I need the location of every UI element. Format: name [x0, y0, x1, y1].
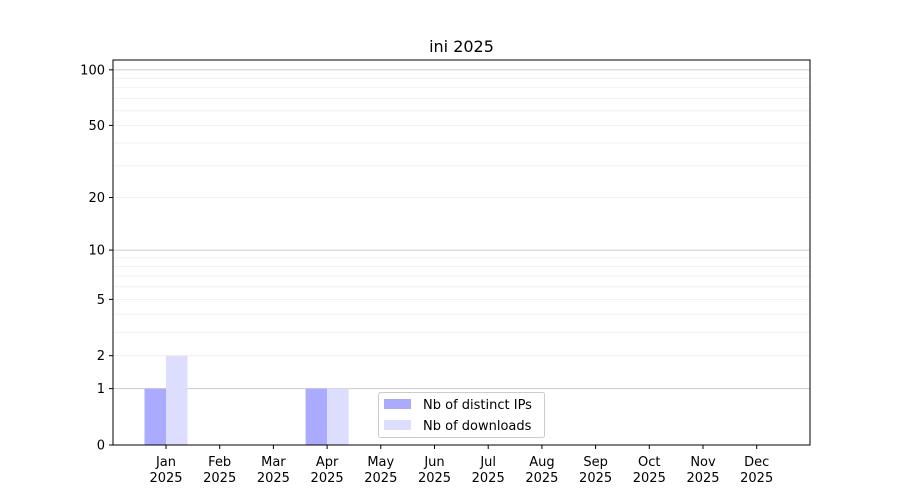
x-tick-label: Aug 2025	[525, 455, 558, 486]
legend-swatch	[384, 399, 411, 409]
legend-label: Nb of downloads	[423, 419, 532, 434]
y-tick-label: 0	[97, 439, 105, 454]
bar-downloads	[327, 388, 349, 445]
x-tick-label-line: 2025	[472, 471, 505, 486]
legend-swatch	[384, 420, 411, 430]
grid	[113, 69, 810, 390]
x-tick-label-line: 2025	[740, 471, 773, 486]
bars	[144, 355, 349, 445]
x-tick-label-line: 2025	[686, 471, 719, 486]
x-tick-label-line: 2025	[149, 471, 182, 486]
x-tick-label: Oct 2025	[633, 455, 666, 486]
x-tick-label-line: 2025	[418, 471, 451, 486]
x-tick-label-line: Jul	[479, 455, 496, 470]
x-tick-label-line: 2025	[633, 471, 666, 486]
x-tick-label: Mar 2025	[257, 455, 290, 486]
x-tick-label-line: Feb	[208, 455, 231, 470]
y-tick-label: 2	[97, 349, 105, 364]
x-tick-label-line: 2025	[579, 471, 612, 486]
y-tick-label: 10	[88, 244, 105, 259]
x-tick-label-line: Sep	[583, 455, 608, 470]
x-tick-label: Feb 2025	[203, 455, 236, 486]
x-tick-label: Nov 2025	[686, 455, 719, 486]
x-tick-label-line: 2025	[311, 471, 344, 486]
x-tick-label-line: 2025	[257, 471, 290, 486]
x-tick-label-line: 2025	[203, 471, 236, 486]
y-tick-label: 1	[97, 382, 105, 397]
x-tick-label-line: Mar	[261, 455, 286, 470]
legend: Nb of distinct IPs Nb of downloads	[378, 392, 545, 438]
x-tick-label: Jul 2025	[472, 455, 505, 486]
x-tick-label: May 2025	[364, 455, 397, 486]
bar-distinct-ips	[144, 388, 166, 445]
y-tick-label: 50	[88, 119, 105, 134]
x-tick-label-line: Oct	[638, 455, 660, 470]
x-tick-label: Jun 2025	[418, 455, 451, 486]
y-tick-label: 5	[97, 293, 105, 308]
x-tick-label: Dec 2025	[740, 455, 773, 486]
x-tick-label: Jan 2025	[149, 455, 182, 486]
legend-label: Nb of distinct IPs	[423, 398, 532, 413]
y-tick-label: 20	[88, 191, 105, 206]
y-tick-label: 100	[80, 63, 105, 78]
legend-box	[378, 392, 545, 438]
bar-distinct-ips	[305, 388, 328, 445]
x-tick-label-line: Apr	[316, 455, 339, 470]
x-tick-label-line: Aug	[529, 455, 554, 470]
x-tick-label-line: May	[367, 455, 394, 470]
x-tick-label-line: 2025	[364, 471, 397, 486]
x-tick-label: Sep 2025	[579, 455, 612, 486]
chart-title: ini 2025	[429, 37, 494, 56]
x-tick-label-line: Jun	[423, 455, 444, 470]
x-tick-label-line: 2025	[525, 471, 558, 486]
x-tick-label-line: Dec	[744, 455, 769, 470]
x-tick-label-line: Nov	[690, 455, 716, 470]
y-axis: 0 1 2 5 10 20 50 100	[80, 63, 113, 454]
axes-frame	[112, 59, 811, 446]
x-tick-label-line: Jan	[155, 455, 176, 470]
bar-downloads	[166, 355, 188, 445]
x-tick-label: Apr 2025	[311, 455, 344, 486]
